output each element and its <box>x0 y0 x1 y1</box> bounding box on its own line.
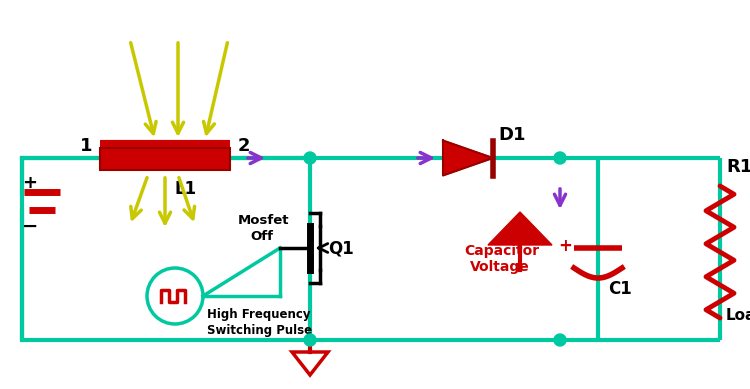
Text: Load: Load <box>726 308 750 323</box>
Text: L1: L1 <box>175 180 197 198</box>
Circle shape <box>554 152 566 164</box>
Text: +: + <box>22 174 38 192</box>
Text: −: − <box>22 217 38 235</box>
Text: R1: R1 <box>726 158 750 176</box>
Polygon shape <box>488 212 552 245</box>
Polygon shape <box>443 140 493 175</box>
Text: Capacitor: Capacitor <box>464 244 539 258</box>
Text: High Frequency: High Frequency <box>207 308 310 321</box>
FancyBboxPatch shape <box>100 148 230 170</box>
Circle shape <box>554 334 566 346</box>
Circle shape <box>304 152 316 164</box>
Text: Mosfet: Mosfet <box>238 214 290 227</box>
Text: 2: 2 <box>238 137 250 155</box>
Text: D1: D1 <box>498 126 526 144</box>
Text: Voltage: Voltage <box>470 260 530 274</box>
Text: 1: 1 <box>80 137 92 155</box>
Text: Off: Off <box>250 230 273 243</box>
Text: C1: C1 <box>608 280 631 298</box>
Circle shape <box>304 334 316 346</box>
Text: Q1: Q1 <box>328 239 354 257</box>
Text: +: + <box>558 237 572 255</box>
Text: Switching Pulse: Switching Pulse <box>207 324 312 337</box>
